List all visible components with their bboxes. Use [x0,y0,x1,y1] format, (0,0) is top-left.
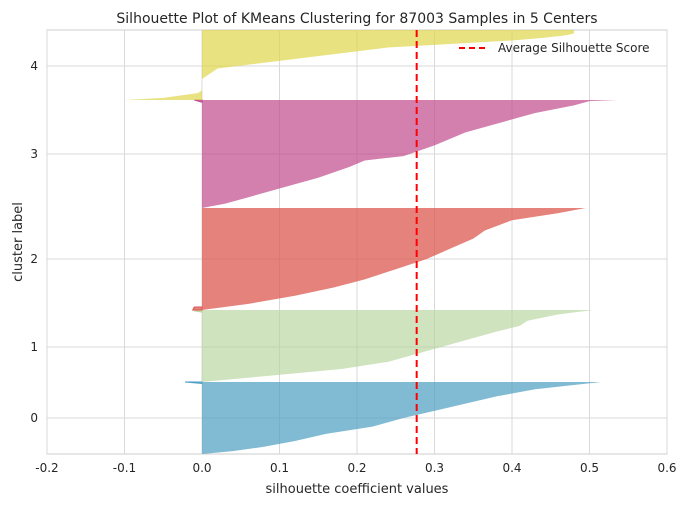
x-tick-labels: -0.2 -0.1 0.0 0.1 0.2 0.3 0.4 0.5 0.6 [35,461,676,475]
y-tick-labels: 0 1 2 3 4 [30,59,38,425]
legend: Average Silhouette Score [459,41,650,55]
cluster-band-3 [202,100,617,208]
x-tick-label: 0.0 [192,461,211,475]
x-tick-label: 0.3 [425,461,444,475]
x-tick-label: 0.2 [347,461,366,475]
x-tick-label: 0.6 [657,461,676,475]
cluster-band-1 [202,310,594,382]
cluster-tail-2 [191,306,203,311]
y-tick-label: 3 [30,147,38,161]
x-tick-label: 0.5 [580,461,599,475]
x-tick-label: 0.4 [502,461,521,475]
cluster-bands [124,30,617,454]
legend-label: Average Silhouette Score [498,41,650,55]
y-tick-label: 2 [30,252,38,266]
x-tick-label: -0.1 [113,461,136,475]
cluster-band-0 [202,382,602,454]
cluster-tail-0 [184,381,203,384]
x-tick-label: 0.1 [270,461,289,475]
y-tick-label: 0 [30,411,38,425]
cluster-band-4 [202,30,574,79]
chart-title: Silhouette Plot of KMeans Clustering for… [116,11,597,27]
y-tick-label: 4 [30,59,38,73]
x-axis-title: silhouette coefficient values [266,482,449,497]
cluster-tail-4 [124,90,202,100]
x-tick-label: -0.2 [35,461,58,475]
y-axis-title: cluster label [11,202,26,282]
y-tick-label: 1 [30,340,38,354]
cluster-band-2 [202,208,586,310]
